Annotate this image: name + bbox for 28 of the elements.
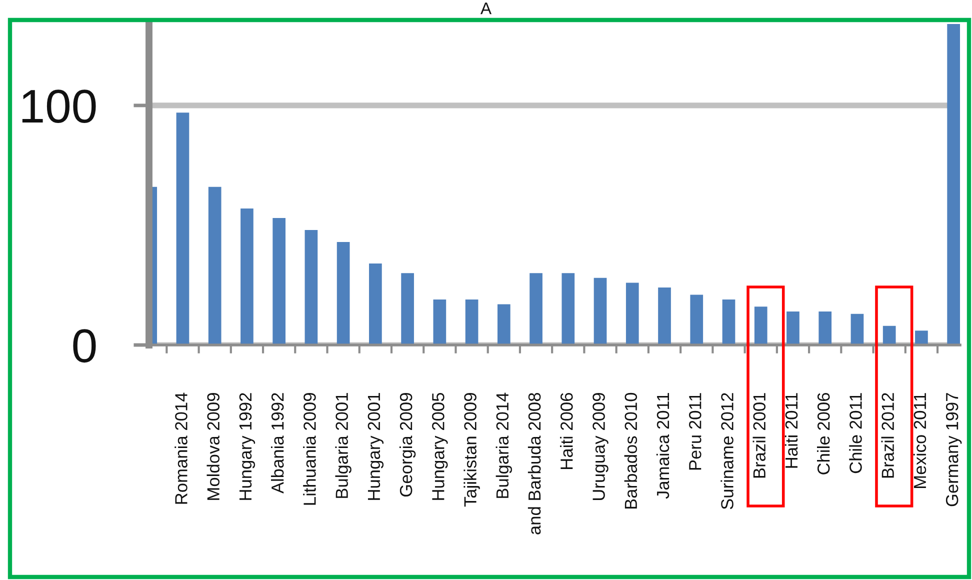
x-tick-label: Brazil 2012 (881, 393, 894, 478)
x-tick-label: Albania 1992 (270, 393, 284, 494)
x-tick-label: Moldova 2009 (206, 393, 220, 500)
x-tick-label: Germany 1997 (946, 393, 962, 506)
x-tick-label: Bulgaria 2014 (496, 392, 512, 498)
x-tick-label: Lithuania 2009 (303, 393, 316, 505)
x-tick-label: Uruguay 2009 (592, 393, 608, 500)
x-tick-label: Jamaica 2011 (656, 393, 670, 499)
y-tick-label: 0 (73, 329, 96, 363)
x-tick-label: Brazil 2001 (752, 393, 766, 478)
x-tick-label: Romania 2014 (174, 392, 188, 504)
x-tick-label: Georgia 2009 (399, 393, 416, 497)
x-tick-label: Peru 2011 (688, 393, 702, 470)
x-tick-label: Hungary 1992 (239, 393, 256, 500)
x-tick-label: and Barbuda 2008 (528, 392, 541, 534)
x-tick-label: Suriname 2012 (720, 393, 734, 510)
y-tick-label: 100 (22, 90, 96, 124)
x-tick-label: Mexico 2011 (913, 393, 926, 488)
x-tick-label: Hungary 2005 (432, 392, 448, 500)
x-tick-label: Chile 2011 (849, 393, 862, 474)
chart-title: A (480, 2, 492, 14)
x-tick-label: Haiti 2011 (784, 393, 798, 468)
x-tick-label: Bulgaria 2001 (335, 393, 352, 498)
x-tick-label: Barbados 2010 (624, 392, 638, 509)
x-tick-label: Chile 2006 (817, 392, 830, 474)
x-tick-label: Haiti 2006 (560, 392, 573, 469)
x-tick-label: Hungary 2001 (368, 393, 384, 500)
x-tick-label: Tajikistan 2009 (464, 393, 480, 507)
